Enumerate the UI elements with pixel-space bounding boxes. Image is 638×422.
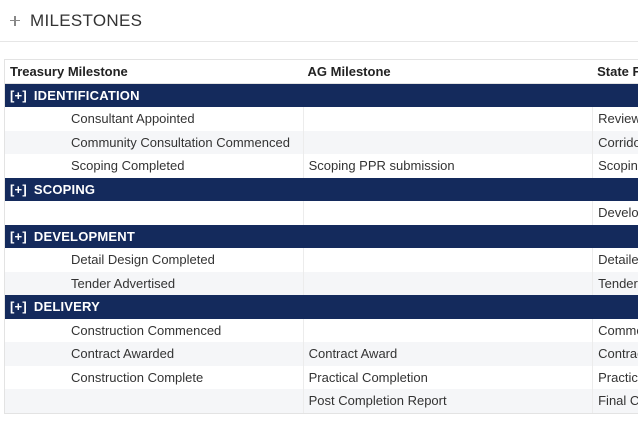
group-name: DEVELOPMENT bbox=[33, 228, 136, 244]
column-header-state[interactable]: State F bbox=[597, 63, 638, 79]
ag-milestone-cell: Post Completion Report bbox=[302, 389, 593, 413]
state-cell: Final C bbox=[592, 389, 638, 413]
treasury-milestone-cell: Construction Complete bbox=[71, 369, 204, 385]
table-row[interactable]: Scoping Completed Scoping PPR submission S… bbox=[5, 154, 638, 178]
treasury-milestone-cell: Community Consultation Commenced bbox=[71, 134, 290, 150]
state-cell: Practica bbox=[592, 365, 638, 389]
group-label: [+] IDENTIFICATION bbox=[5, 88, 140, 103]
ag-milestone-cell: Practical Completion bbox=[302, 365, 593, 389]
panel-title: MILESTONES bbox=[30, 10, 143, 30]
ag-milestone-cell: Contract Award bbox=[302, 342, 593, 366]
state-cell: Develop bbox=[592, 201, 638, 225]
expand-toggle[interactable]: [+] bbox=[10, 181, 27, 197]
group-row-development[interactable]: [+] DEVELOPMENT bbox=[5, 224, 638, 248]
treasury-milestone-cell: Tender Advertised bbox=[71, 275, 176, 291]
treasury-milestone-cell: Contract Awarded bbox=[71, 346, 175, 362]
state-cell: Scopin bbox=[592, 154, 638, 178]
treasury-milestone-cell: Consultant Appointed bbox=[71, 111, 195, 127]
table-body: [+] IDENTIFICATION Consultant Appointed Rev… bbox=[5, 83, 638, 413]
treasury-milestone-cell: Detail Design Completed bbox=[71, 252, 215, 268]
state-cell: Corrido bbox=[592, 130, 638, 154]
expand-toggle[interactable]: [+] bbox=[10, 87, 27, 103]
treasury-milestone-cell bbox=[5, 201, 303, 225]
group-row-scoping[interactable]: [+] SCOPING bbox=[5, 177, 638, 201]
state-cell: Review bbox=[592, 107, 638, 131]
state-cell: Comme bbox=[592, 318, 638, 342]
ag-milestone-cell bbox=[302, 248, 593, 272]
table-row[interactable]: Community Consultation Commenced Corrido bbox=[5, 130, 638, 154]
ag-milestone-cell: Scoping PPR submission bbox=[302, 154, 593, 178]
group-row-identification[interactable]: [+] IDENTIFICATION bbox=[5, 83, 638, 107]
group-name: SCOPING bbox=[33, 181, 96, 197]
group-name: IDENTIFICATION bbox=[33, 87, 140, 103]
treasury-milestone-cell bbox=[5, 389, 303, 413]
ag-milestone-cell bbox=[302, 318, 593, 342]
column-header-ag-milestone[interactable]: AG Milestone bbox=[307, 63, 391, 79]
expand-toggle[interactable]: [+] bbox=[10, 228, 27, 244]
treasury-milestone-cell: Construction Commenced bbox=[71, 322, 222, 338]
table-row[interactable]: Detail Design Completed Detailed bbox=[5, 248, 638, 272]
group-row-delivery[interactable]: [+] DELIVERY bbox=[5, 295, 638, 319]
group-label: [+] DELIVERY bbox=[5, 299, 100, 314]
table-row[interactable]: Contract Awarded Contract AwardContrac bbox=[5, 342, 638, 366]
group-label: [+] SCOPING bbox=[5, 182, 95, 197]
table-row[interactable]: Tender Advertised Tender bbox=[5, 271, 638, 295]
state-cell: Contrac bbox=[592, 342, 638, 366]
expand-toggle[interactable]: [+] bbox=[10, 299, 27, 315]
group-label: [+] DEVELOPMENT bbox=[5, 229, 135, 244]
table-header-row: Treasury Milestone AG Milestone State F bbox=[5, 60, 638, 84]
table-row[interactable]: Post Completion Report Final C bbox=[5, 389, 638, 413]
table-row[interactable]: Develop bbox=[5, 201, 638, 225]
group-name: DELIVERY bbox=[33, 299, 100, 315]
panel-header: MILESTONES bbox=[0, 0, 638, 42]
ag-milestone-cell bbox=[302, 201, 593, 225]
ag-milestone-cell bbox=[302, 271, 593, 295]
ag-milestone-cell bbox=[302, 107, 593, 131]
table-row[interactable]: Construction Commenced Comme bbox=[5, 318, 638, 342]
ag-milestone-cell bbox=[302, 130, 593, 154]
table-row[interactable]: Construction Complete Practical Completio… bbox=[5, 365, 638, 389]
milestones-table: Treasury Milestone AG Milestone State F … bbox=[4, 59, 638, 414]
column-header-treasury-milestone[interactable]: Treasury Milestone bbox=[10, 63, 128, 79]
plus-icon[interactable] bbox=[8, 14, 22, 28]
state-cell: Detailed bbox=[592, 248, 638, 272]
table-row[interactable]: Consultant Appointed Review bbox=[5, 107, 638, 131]
treasury-milestone-cell: Scoping Completed bbox=[71, 158, 185, 174]
state-cell: Tender bbox=[592, 271, 638, 295]
